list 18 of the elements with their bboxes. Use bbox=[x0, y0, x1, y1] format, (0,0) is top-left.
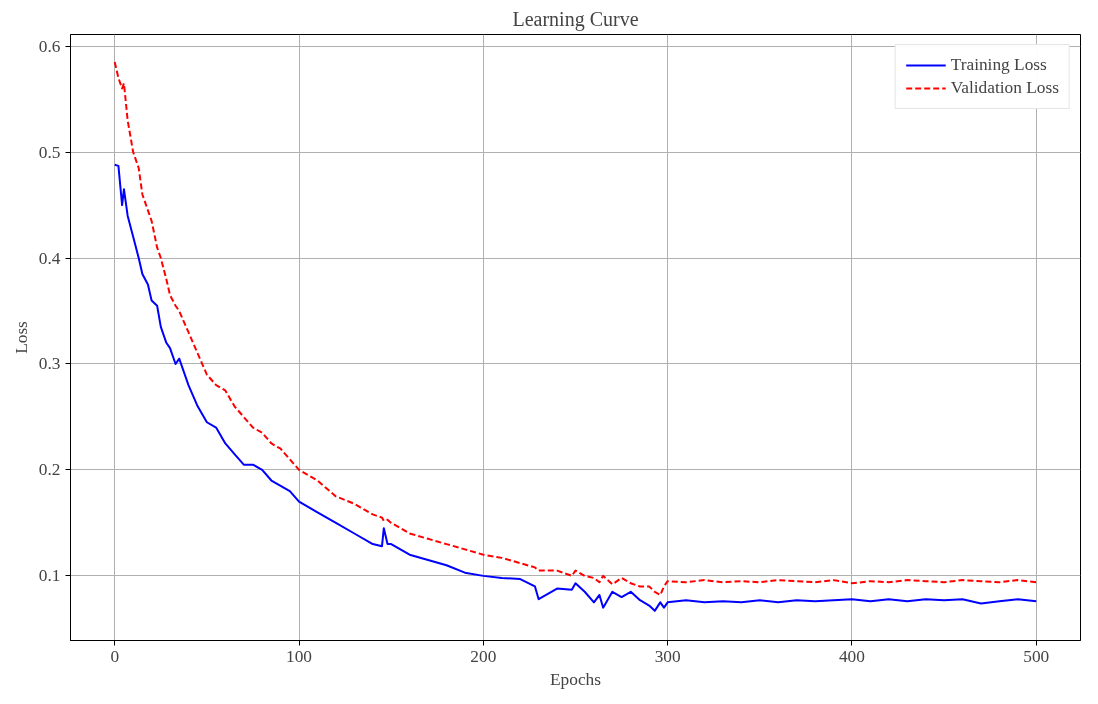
x-tick-label: 200 bbox=[470, 646, 497, 666]
x-tick-label: 100 bbox=[286, 646, 313, 666]
x-axis-title: Epochs bbox=[549, 669, 602, 689]
y-tick-label: 0.6 bbox=[38, 36, 61, 56]
legend-label: Training Loss bbox=[950, 55, 1047, 75]
x-tick-label: 0 bbox=[110, 646, 120, 666]
y-tick-label: 0.1 bbox=[38, 566, 61, 586]
x-tick-label: 300 bbox=[654, 646, 681, 666]
legend-label: Validation Loss bbox=[950, 78, 1059, 98]
y-tick-label: 0.4 bbox=[38, 248, 61, 268]
line-series bbox=[113, 163, 1038, 612]
x-tick-label: 400 bbox=[838, 646, 865, 666]
y-tick-label: 0.5 bbox=[38, 142, 61, 162]
y-tick-label: 0.3 bbox=[38, 354, 61, 374]
y-tick-label: 0.2 bbox=[38, 460, 61, 480]
x-tick-label: 500 bbox=[1023, 646, 1050, 666]
chart-title: Learning Curve bbox=[512, 7, 639, 31]
y-axis-title: Loss bbox=[11, 320, 31, 354]
